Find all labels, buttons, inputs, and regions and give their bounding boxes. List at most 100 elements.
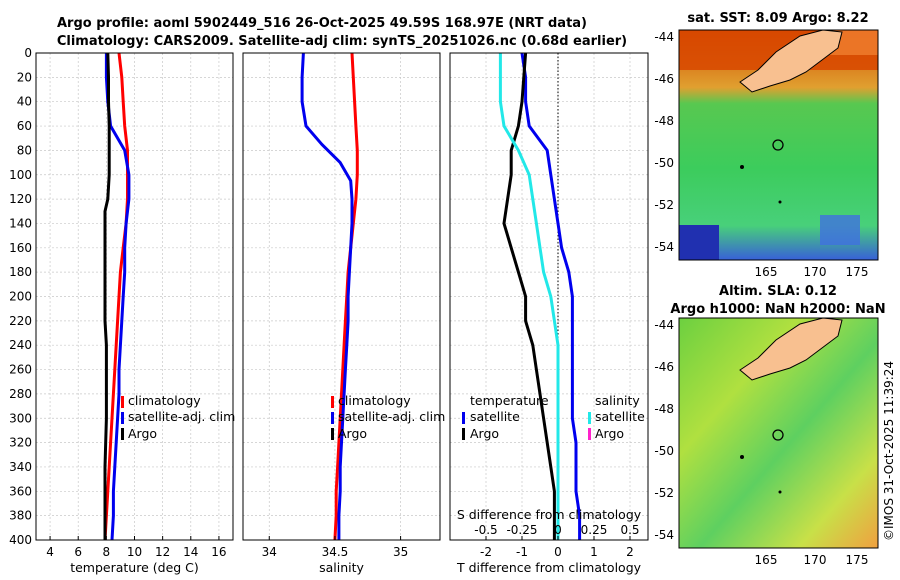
legend-label-temp-argo: Argo [470, 426, 499, 441]
y-tick-label: 80 [17, 143, 32, 157]
y-tick-label: 140 [9, 216, 32, 230]
secondary-x-tick-label: -0.5 [474, 523, 497, 537]
y-tick-label: 40 [17, 95, 32, 109]
x-tick-label: 34.5 [322, 545, 349, 559]
sla-map-title1: Altim. SLA: 0.12 [719, 284, 837, 299]
x-tick-label: 6 [74, 545, 82, 559]
x-tick-label: 35 [393, 545, 408, 559]
map-x-tick-label: 170 [804, 553, 827, 567]
x-axis-label: temperature (deg C) [70, 560, 199, 575]
x-tick-label: -2 [480, 545, 492, 559]
y-tick-label: 100 [9, 168, 32, 182]
legend-label-climatology: climatology [128, 393, 201, 408]
new-zealand-land [739, 29, 843, 93]
island-marker [740, 455, 744, 459]
secondary-x-tick-label: 0.25 [581, 523, 608, 537]
y-tick-label: 320 [9, 436, 32, 450]
salinity-panel: 34 34.5 35 salinity [242, 52, 441, 575]
temperature-panel: 4 6 8 10 12 14 1602040608010012014016018020022… [9, 46, 234, 575]
sst-cool-patch [820, 215, 860, 245]
map-y-tick-label: -50 [654, 444, 674, 458]
x-tick-label: -1 [516, 545, 528, 559]
map-y-tick-label: -54 [654, 528, 674, 542]
series-line-salinity-satellite [498, 53, 560, 540]
sla-map-title2: Argo h1000: NaN h2000: NaN [670, 302, 885, 317]
y-tick-label: 200 [9, 290, 32, 304]
sla-map-frame [678, 317, 879, 549]
legend-swatch-argo [331, 428, 334, 440]
map-y-tick-label: -52 [654, 486, 674, 500]
difference-legend: temperature salinity satellite Argo sate… [462, 393, 645, 441]
series-line-temperature-satellite [520, 52, 582, 540]
temperature-legend: climatology satellite-adj. clim Argo [121, 393, 235, 441]
y-tick-label: 120 [9, 192, 32, 206]
legend-label-satellite: satellite-adj. clim [338, 409, 445, 424]
island-marker [778, 490, 782, 494]
x-tick-label: 12 [155, 545, 170, 559]
legend-label-sal-argo: Argo [595, 426, 624, 441]
legend-swatch-temp-argo [462, 428, 465, 440]
salinity-legend: climatology satellite-adj. clim Argo [331, 393, 445, 441]
sst-map-title: sat. SST: 8.09 Argo: 8.22 [687, 11, 868, 26]
figure-title-line2: Climatology: CARS2009. Satellite-adj cli… [57, 34, 627, 49]
plot-frame [449, 52, 649, 541]
legend-label-argo: Argo [338, 426, 367, 441]
x-tick-label: 8 [103, 545, 111, 559]
series-line-temperature-argo [502, 52, 556, 540]
island-marker [778, 200, 782, 204]
legend-swatch-sal-argo [588, 428, 591, 440]
series-line-satellite-adj-clim [104, 53, 131, 541]
x-tick-label: 10 [127, 545, 142, 559]
map-x-tick-label: 175 [846, 553, 869, 567]
map-y-tick-label: -48 [654, 114, 674, 128]
x-tick-label: 14 [183, 545, 198, 559]
series-line-climatology [333, 52, 359, 541]
secondary-x-tick-label: 0.5 [620, 523, 639, 537]
legend-label-sal-satellite: satellite [595, 409, 645, 424]
copyright-text: ©IMOS 31-Oct-2025 11:39:24 [882, 361, 896, 541]
y-tick-label: 240 [9, 338, 32, 352]
y-tick-label: 20 [17, 70, 32, 84]
legend-swatch-satellite [331, 412, 334, 424]
legend-swatch-climatology [121, 396, 124, 408]
secondary-x-tick-label: 0 [554, 523, 562, 537]
x-tick-label: 4 [46, 545, 54, 559]
x-tick-label: 0 [554, 545, 562, 559]
sst-map-frame [678, 29, 879, 261]
island-marker [740, 165, 744, 169]
legend-swatch-argo [121, 428, 124, 440]
map-y-tick-label: -50 [654, 156, 674, 170]
y-tick-label: 160 [9, 241, 32, 255]
y-tick-label: 340 [9, 460, 32, 474]
y-tick-label: 280 [9, 387, 32, 401]
y-tick-label: 60 [17, 119, 32, 133]
y-tick-label: 220 [9, 314, 32, 328]
sst-cold-patch [679, 225, 719, 260]
series-line-satellite-adj-clim [300, 52, 354, 540]
y-tick-label: 380 [9, 509, 32, 523]
plot-frame [242, 52, 441, 541]
x-tick-label: 16 [211, 545, 226, 559]
sst-map: sat. SST: 8.09 Argo: 8.22 -44 -46 -48 -50 -5… [654, 11, 879, 279]
y-tick-label: 300 [9, 411, 32, 425]
map-y-tick-label: -46 [654, 72, 674, 86]
x-tick-label: 2 [626, 545, 634, 559]
y-tick-label: 260 [9, 363, 32, 377]
map-x-tick-label: 165 [755, 265, 778, 279]
map-x-tick-label: 165 [755, 553, 778, 567]
y-tick-label: 0 [24, 46, 32, 60]
y-tick-label: 400 [9, 533, 32, 547]
x-tick-label: 34 [262, 545, 277, 559]
legend-swatch-temp-satellite [462, 412, 465, 424]
legend-title-salinity: salinity [595, 393, 640, 408]
legend-label-satellite: satellite-adj. clim [128, 409, 235, 424]
x-axis-label: salinity [319, 560, 364, 575]
map-y-tick-label: -44 [654, 318, 674, 332]
x-tick-label: 1 [590, 545, 598, 559]
y-tick-label: 360 [9, 484, 32, 498]
legend-swatch-climatology [331, 396, 334, 408]
series-line-climatology [103, 52, 129, 541]
map-y-tick-label: -44 [654, 30, 674, 44]
legend-swatch-satellite [121, 412, 124, 424]
